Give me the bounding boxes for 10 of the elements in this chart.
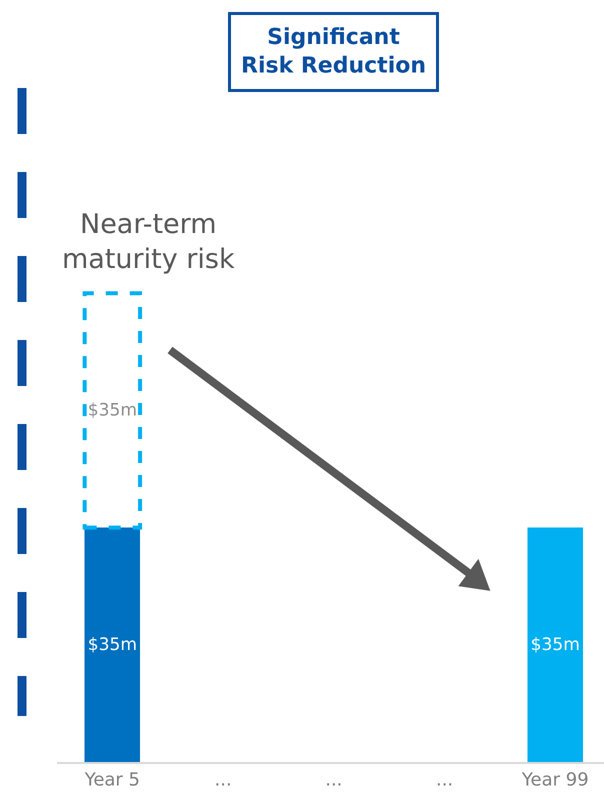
annotation: Near-term maturity risk — [62, 209, 235, 276]
x-tick-label: Year 99 — [520, 770, 589, 791]
x-tick-label: Year 5 — [84, 770, 140, 791]
text: Significant Risk Reduction — [241, 25, 426, 79]
x-tick-label: ... — [436, 770, 454, 791]
data-label: $35m — [530, 635, 580, 656]
data-label: $35m — [88, 400, 138, 421]
data-label: $35m — [88, 635, 138, 656]
x-tick-label: ... — [325, 770, 342, 791]
x-tick-label: ... — [214, 770, 232, 791]
